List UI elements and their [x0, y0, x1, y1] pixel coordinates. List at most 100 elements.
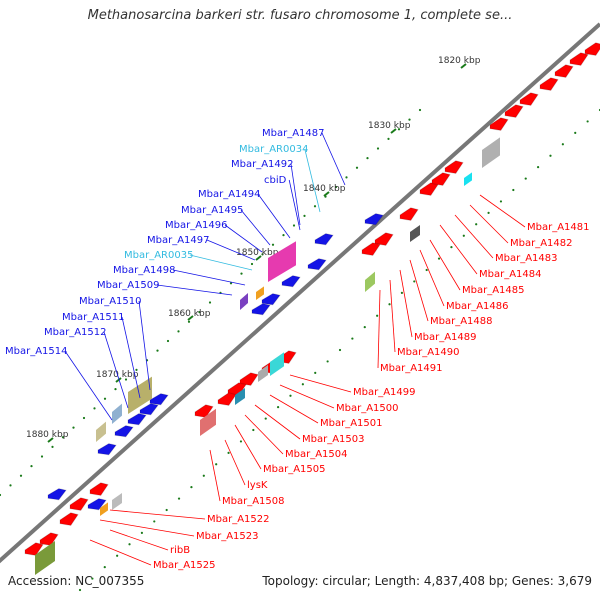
guide-dot — [9, 484, 12, 487]
guide-dot — [376, 314, 379, 317]
gene-right-strand — [59, 512, 79, 526]
guide-dot — [61, 436, 65, 439]
leader-line — [224, 439, 246, 486]
guide-dot — [51, 445, 54, 448]
gene-left-strand — [364, 213, 384, 226]
gene-label-left: Mbar_A1509 — [97, 280, 160, 291]
kbp-tick-label: 1880 kbp — [26, 430, 69, 440]
gene-right-strand — [519, 92, 539, 106]
gene-box — [240, 293, 248, 310]
guide-dot — [462, 234, 465, 237]
gene-label-left: Mbar_A1494 — [198, 189, 261, 200]
gene-right-strand — [69, 497, 89, 511]
gene-label-left: Mbar_A1511 — [62, 312, 125, 323]
kbp-tick-label: 1820 kbp — [438, 56, 481, 66]
gene-label-right: Mbar_A1501 — [320, 418, 383, 429]
guide-dot — [264, 417, 267, 420]
leader-line — [289, 374, 352, 393]
leader-line — [321, 132, 346, 186]
guide-dot — [355, 166, 359, 169]
leader-line — [279, 384, 335, 409]
guide-dot — [282, 234, 285, 237]
guide-dot — [252, 428, 255, 432]
gene-box — [258, 365, 268, 382]
gene-label-left: Mbar_A1497 — [147, 235, 210, 246]
gene-label-right: Mbar_A1491 — [380, 363, 443, 374]
leader-line — [377, 289, 381, 369]
gene-left-strand — [139, 403, 159, 416]
guide-dot — [156, 349, 159, 352]
guide-dot — [561, 143, 564, 146]
gene-right-strand — [539, 77, 559, 91]
gene-right-strand — [24, 542, 44, 556]
leader-line — [103, 331, 129, 409]
guide-dot — [499, 200, 503, 203]
guide-dot — [128, 543, 131, 546]
leader-line — [469, 204, 509, 244]
guide-dot — [351, 337, 354, 340]
leader-line — [156, 284, 233, 296]
gene-label-right: Mbar_A1499 — [353, 387, 416, 398]
kbp-tick-label: 1860 kbp — [168, 309, 211, 319]
guide-dot — [19, 474, 23, 477]
kbp-tick — [323, 191, 330, 197]
leader-line — [189, 254, 253, 271]
guide-dot — [250, 262, 254, 266]
gene-left-strand — [307, 258, 327, 271]
leader-line — [439, 224, 478, 275]
guide-dot — [202, 474, 205, 477]
guide-dot — [124, 378, 128, 381]
guide-dot — [289, 394, 292, 397]
gene-right-strand — [431, 172, 451, 186]
gene-label-right: Mbar_A1490 — [397, 347, 460, 358]
guide-dot — [78, 588, 82, 592]
gene-box — [128, 376, 152, 414]
leader-line — [389, 279, 396, 353]
guide-dot — [475, 223, 478, 226]
leader-line — [257, 193, 291, 239]
gene-label-left: Mbar_A1514 — [5, 346, 68, 357]
guide-dot — [408, 118, 411, 121]
gene-label-left: Mbar_A1495 — [181, 205, 244, 216]
gene-label-right: Mbar_A1482 — [510, 238, 573, 249]
guide-dot — [363, 326, 366, 329]
guide-dot — [376, 147, 380, 150]
gene-right-strand — [39, 532, 59, 546]
guide-dot — [345, 176, 348, 179]
guide-dot — [103, 566, 106, 569]
gene-left-strand — [47, 488, 67, 501]
gene-left-strand — [314, 233, 334, 246]
gene-label-left: Mbar_AR0034 — [239, 144, 308, 155]
gene-left-strand — [251, 303, 271, 316]
guide-dot — [387, 137, 390, 140]
guide-dot — [229, 282, 233, 285]
gene-left-strand — [97, 443, 117, 456]
guide-dot — [240, 272, 243, 275]
gene-label-right: Mbar_A1503 — [302, 434, 365, 445]
guide-dot — [271, 243, 275, 246]
gene-label-right: Mbar_A1486 — [446, 301, 509, 312]
guide-dot — [190, 486, 193, 489]
gene-box — [112, 493, 122, 510]
leader-line — [419, 249, 445, 307]
leader-line — [240, 209, 271, 246]
guide-dot — [314, 371, 317, 374]
leader-line — [109, 509, 206, 520]
guide-dot — [135, 368, 138, 371]
guide-dot — [239, 440, 243, 443]
leader-line — [254, 404, 301, 440]
gene-right-strand — [554, 64, 574, 78]
gene-label-right: lysK — [247, 480, 268, 491]
guide-dot — [437, 257, 441, 260]
gene-label-right: Mbar_A1523 — [196, 531, 259, 542]
guide-dot — [72, 426, 75, 429]
leader-line — [479, 194, 526, 228]
guide-dot — [292, 224, 296, 227]
gene-label-right: Mbar_A1522 — [207, 514, 270, 525]
guide-dot — [103, 397, 107, 400]
guide-dot — [400, 291, 404, 294]
map-title: Methanosarcina barkeri str. fusaro chrom… — [87, 8, 513, 23]
guide-dot — [114, 388, 117, 391]
gene-label-right: Mbar_A1485 — [462, 285, 525, 296]
